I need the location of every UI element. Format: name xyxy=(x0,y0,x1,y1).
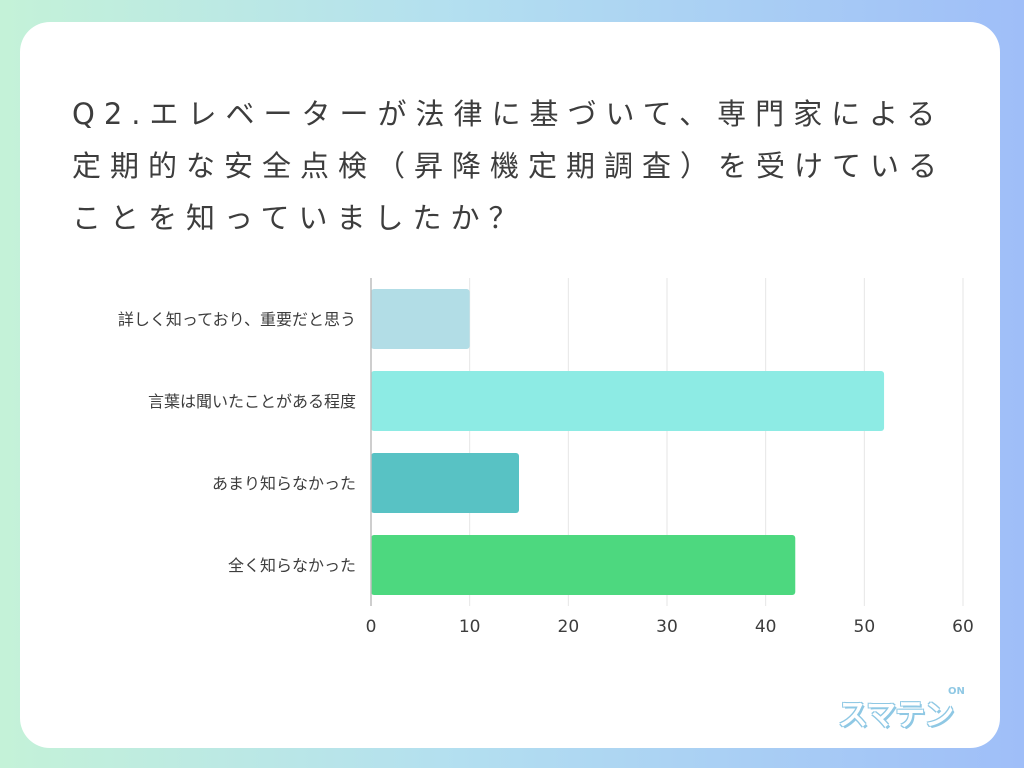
category-label: あまり知らなかった xyxy=(212,474,356,493)
bar xyxy=(371,371,885,431)
x-tick-label: 10 xyxy=(459,617,481,637)
bar xyxy=(371,453,519,513)
chart-title: Q2.エレベーターが法律に基づいて、専門家による定期的な安全点検（昇降機定期調査… xyxy=(72,97,947,235)
category-label: 全く知らなかった xyxy=(228,556,356,575)
x-tick-label: 0 xyxy=(366,617,377,637)
brand-logo-mark: ON xyxy=(948,686,965,697)
bar xyxy=(371,535,796,595)
brand-logo: スマテン ON xyxy=(838,686,968,733)
category-label: 詳しく知っており、重要だと思う xyxy=(118,310,356,329)
x-tick-label: 60 xyxy=(952,617,974,637)
brand-logo-text: スマテン xyxy=(838,698,954,733)
x-tick-label: 40 xyxy=(755,617,777,637)
bar xyxy=(371,289,470,349)
x-tick-label: 50 xyxy=(854,617,876,637)
x-tick-label: 30 xyxy=(656,617,678,637)
x-tick-label: 20 xyxy=(558,617,580,637)
category-label: 言葉は聞いたことがある程度 xyxy=(148,392,356,411)
